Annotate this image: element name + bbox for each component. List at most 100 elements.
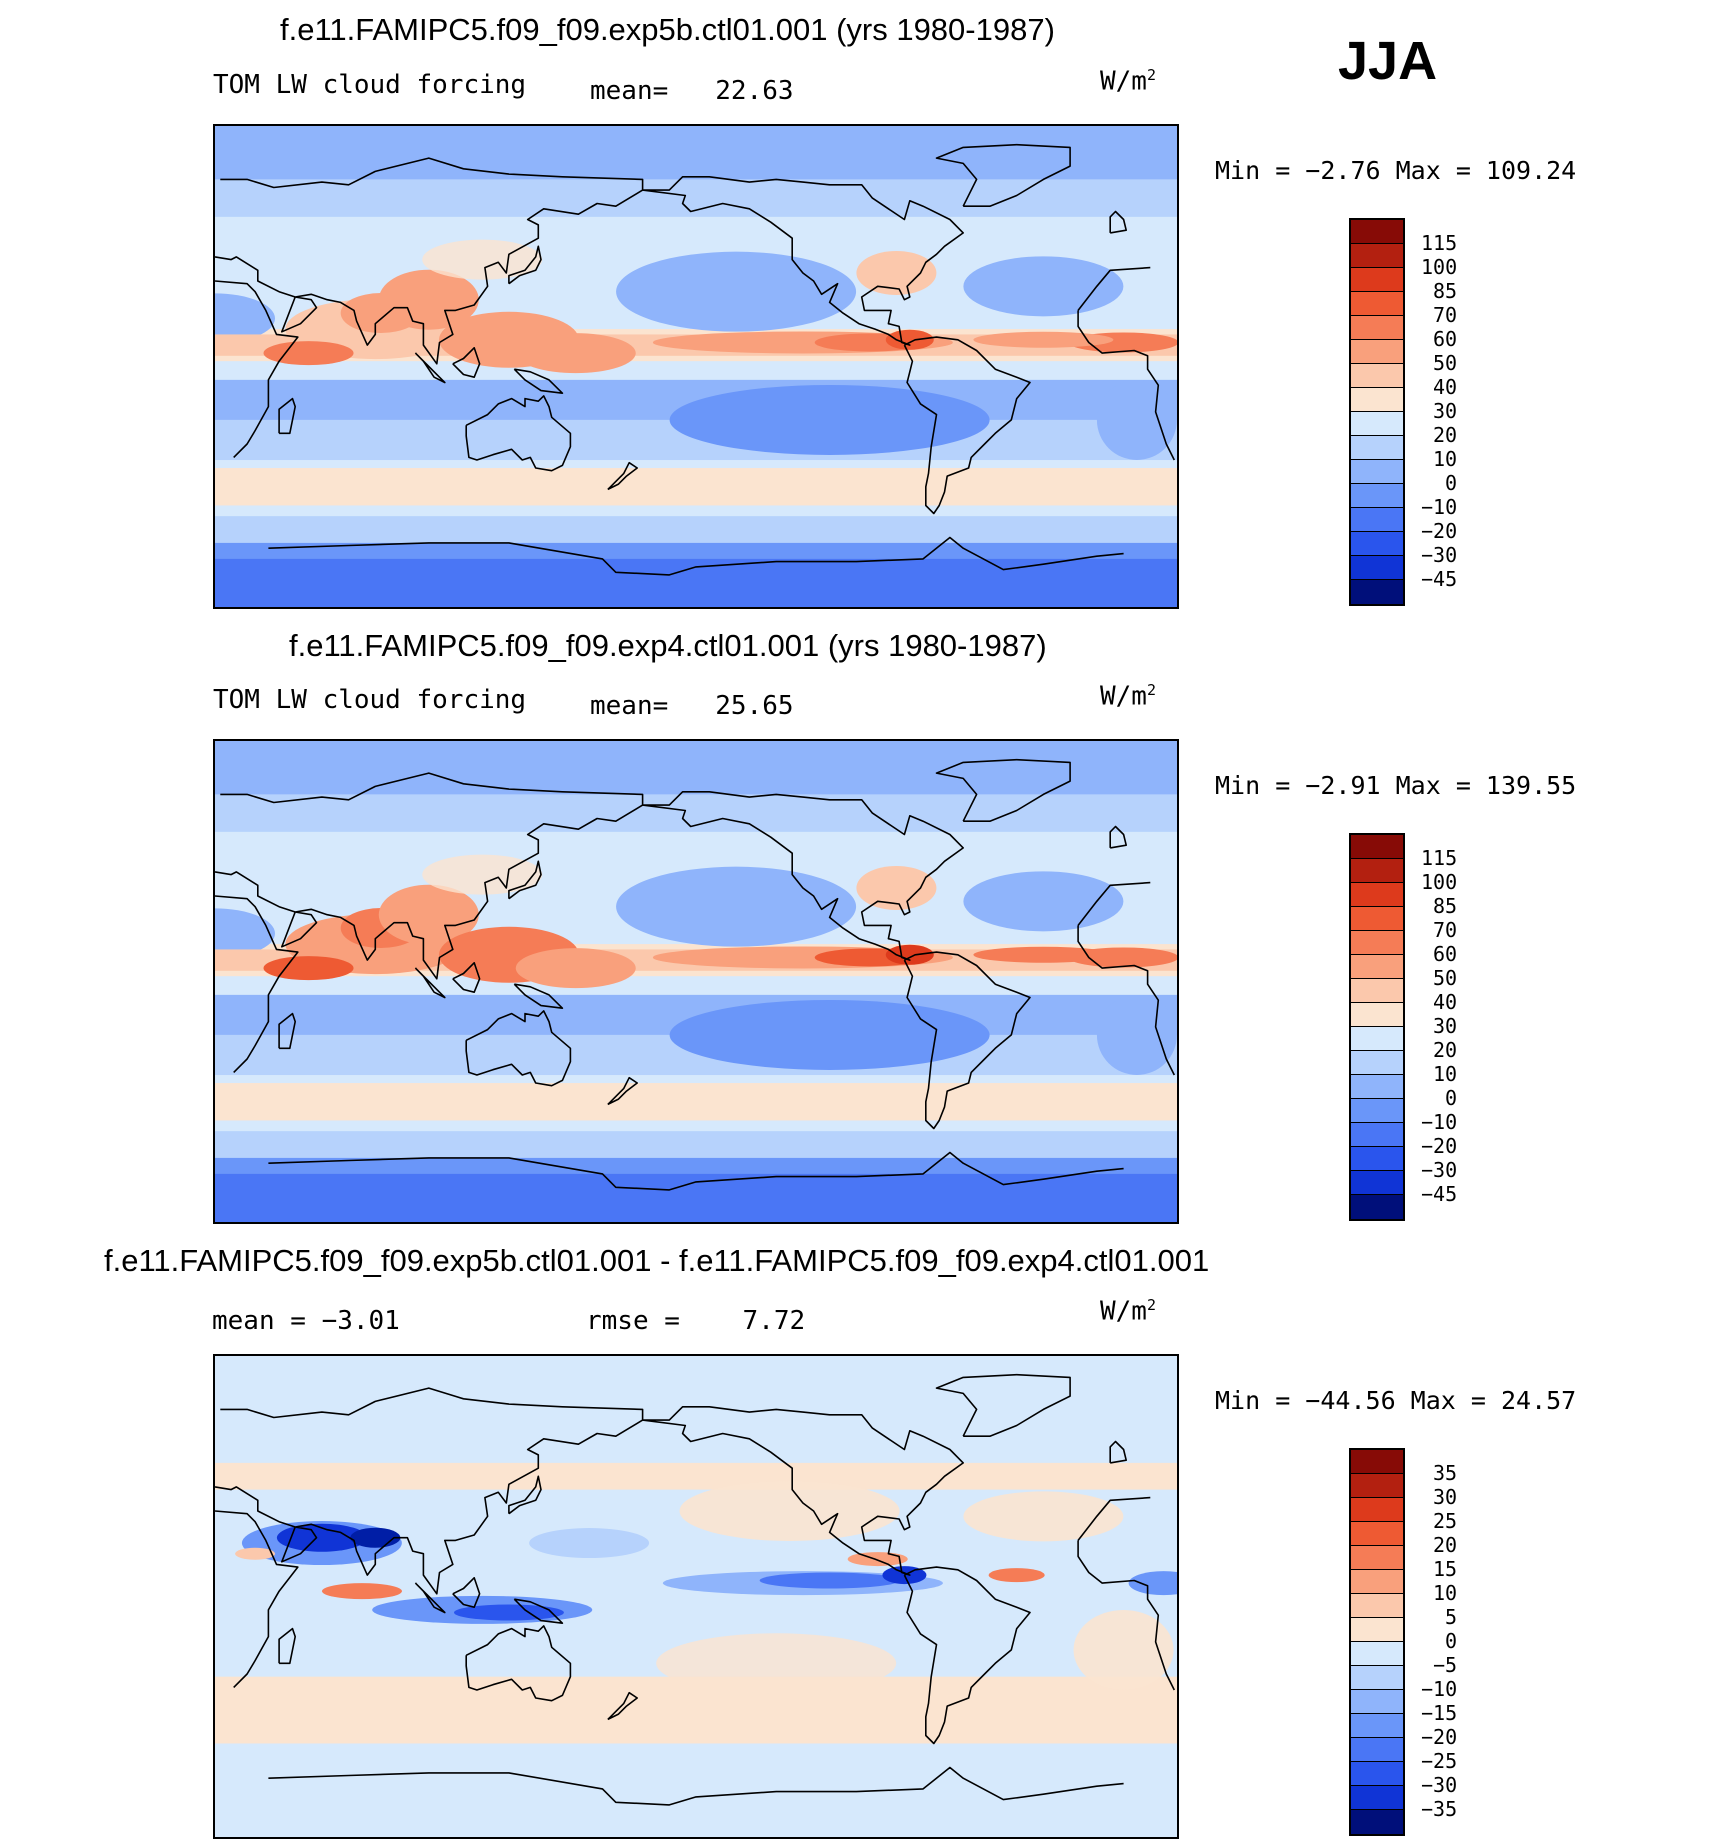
coastline (903, 336, 1031, 515)
panel-2-minmax: Min = −2.91 Max = 139.55 (1215, 771, 1577, 800)
colorbar-segment (1351, 1594, 1403, 1618)
field-feature (988, 1568, 1045, 1583)
colorbar-segment (1351, 412, 1403, 436)
season-label: JJA (1338, 31, 1438, 91)
field-feature (1096, 994, 1177, 1075)
colorbar-segment (1351, 1123, 1403, 1147)
field-band (215, 1462, 1177, 1490)
coastline (268, 1766, 1124, 1806)
colorbar-tick-label: 40 (1433, 375, 1458, 399)
field-feature (616, 251, 857, 332)
colorbar-tick-label: 115 (1421, 846, 1458, 870)
panel-3-minmax: Min = −44.56 Max = 24.57 (1215, 1386, 1577, 1415)
panel-2-title: f.e11.FAMIPC5.f09_f09.exp4.ctl01.001 (yr… (289, 628, 1047, 663)
colorbar-segment (1351, 388, 1403, 412)
panel-2-units-exp: 2 (1146, 681, 1156, 699)
coastline (607, 461, 638, 491)
field-feature (856, 865, 937, 910)
field-feature (529, 1528, 650, 1559)
panel-1-mean-text: mean= (590, 76, 669, 106)
colorbar-tick-label: 100 (1421, 255, 1458, 279)
panel-1-units-base: W/m (1100, 66, 1147, 97)
colorbar-segment (1351, 1786, 1403, 1810)
field-feature (276, 1523, 367, 1552)
field-feature (321, 1583, 402, 1600)
field-feature (963, 1491, 1124, 1542)
coastline (513, 368, 564, 394)
panel-3-mean-label: mean = −3.01 (212, 1306, 400, 1336)
colorbar-segment (1351, 1762, 1403, 1786)
field-feature (453, 1604, 564, 1621)
colorbar-segment (1351, 1003, 1403, 1027)
colorbar-tick-label: 20 (1433, 423, 1458, 447)
colorbar-segment (1351, 508, 1403, 532)
colorbar-segment (1351, 1522, 1403, 1546)
field-feature (1128, 1571, 1177, 1596)
colorbar-segment (1351, 556, 1403, 580)
field-feature (215, 293, 275, 344)
field-feature (885, 329, 934, 350)
panel-1-minmax: Min = −2.76 Max = 109.24 (1215, 156, 1577, 185)
colorbar-segment (1351, 1570, 1403, 1594)
colorbar-segment (1351, 1738, 1403, 1762)
panel-3-units-exp: 2 (1146, 1296, 1156, 1314)
colorbar-segment (1351, 1027, 1403, 1051)
coastline (642, 791, 964, 961)
colorbar-segment (1351, 931, 1403, 955)
colorbar-tick-label: 30 (1433, 1014, 1458, 1038)
colorbar-tick-label: 25 (1433, 1509, 1458, 1533)
coastline (268, 1151, 1124, 1191)
panel-1-units: W/m2 (1100, 66, 1156, 97)
colorbar-tick-label: −45 (1421, 1182, 1458, 1206)
colorbar-tick-label: −35 (1421, 1797, 1458, 1821)
coastline (414, 1582, 446, 1614)
coastline (607, 1076, 638, 1106)
panel-1-colorbar (1349, 218, 1405, 606)
coastline (903, 951, 1031, 1130)
colorbar-tick-label: −20 (1421, 1134, 1458, 1158)
colorbar-tick-label: −30 (1421, 543, 1458, 567)
panel-1-variable-label: TOM LW cloud forcing (213, 70, 527, 100)
field-feature (656, 1633, 897, 1694)
colorbar-segment (1351, 1171, 1403, 1195)
colorbar-segment (1351, 1195, 1403, 1219)
field-feature (378, 269, 479, 330)
colorbar-tick-label: 0 (1445, 1629, 1458, 1653)
field-feature (669, 384, 990, 455)
field-feature (263, 956, 354, 981)
colorbar-segment (1351, 883, 1403, 907)
coastline (1109, 210, 1127, 234)
colorbar-tick-label: −30 (1421, 1158, 1458, 1182)
colorbar-tick-label: 85 (1433, 894, 1458, 918)
colorbar-segment (1351, 1051, 1403, 1075)
field-feature (378, 884, 479, 945)
colorbar-tick-label: 10 (1433, 1062, 1458, 1086)
colorbar-tick-label: −15 (1421, 1701, 1458, 1725)
panel-2-units: W/m2 (1100, 681, 1156, 712)
colorbar-segment (1351, 1075, 1403, 1099)
coastline (642, 1406, 964, 1576)
colorbar-segment (1351, 220, 1403, 244)
panel-3-rmse-label: rmse = 7.72 (586, 1306, 805, 1336)
colorbar-tick-label: 50 (1433, 966, 1458, 990)
panel-3-rmse-text: rmse = (586, 1306, 680, 1336)
colorbar-segment (1351, 244, 1403, 268)
coastline (513, 983, 564, 1009)
field-band (215, 1083, 1177, 1121)
coastline (642, 176, 964, 346)
coastline (414, 967, 446, 999)
panel-3-map-svg (215, 1356, 1177, 1837)
colorbar-tick-label: 60 (1433, 942, 1458, 966)
colorbar-segment (1351, 532, 1403, 556)
colorbar-segment (1351, 955, 1403, 979)
field-band (215, 516, 1177, 543)
coastline (452, 962, 481, 993)
colorbar-segment (1351, 979, 1403, 1003)
field-feature (1096, 379, 1177, 460)
panel-2-colorbar (1349, 833, 1405, 1221)
colorbar-tick-label: −10 (1421, 1110, 1458, 1134)
coastline (215, 1387, 644, 1595)
colorbar-segment (1351, 859, 1403, 883)
panel-1-mean-label: mean= 22.63 (590, 76, 794, 106)
coastline (215, 772, 644, 980)
